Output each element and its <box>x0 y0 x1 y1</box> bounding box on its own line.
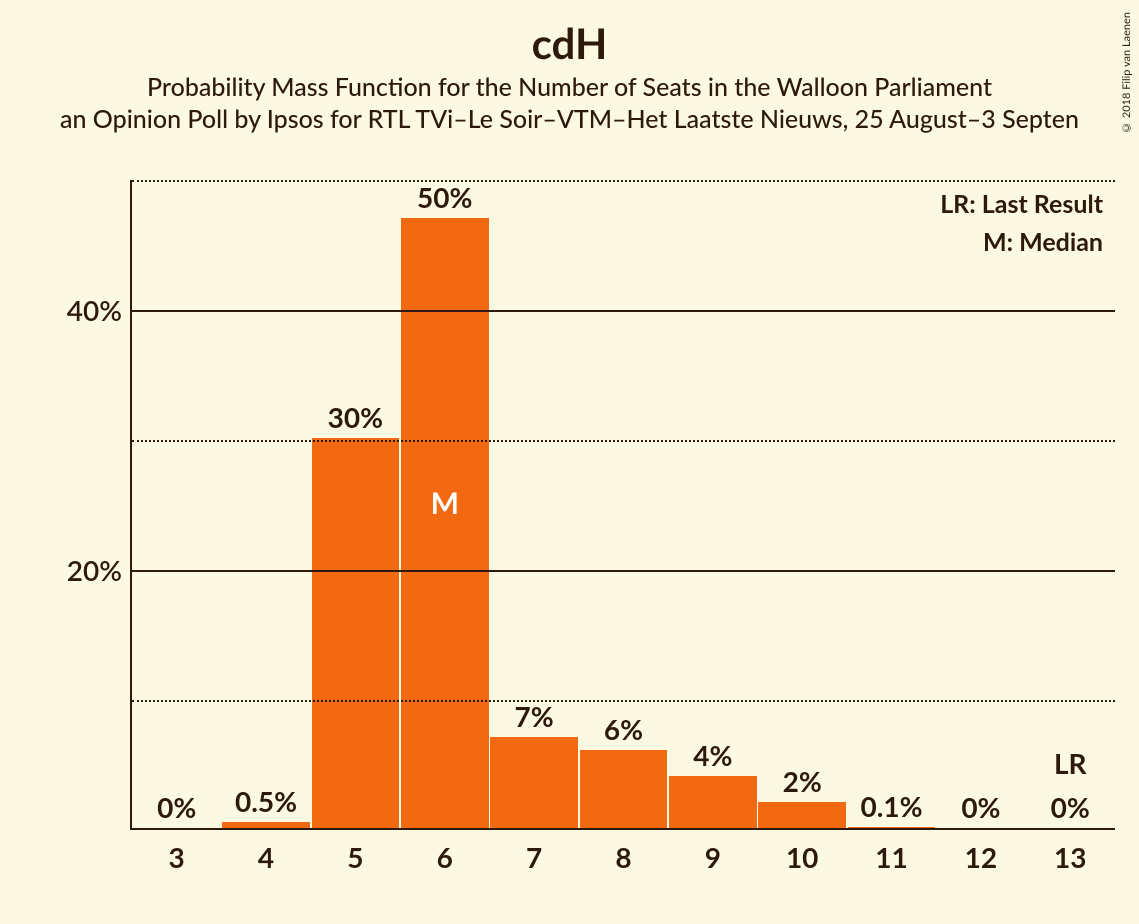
gridline-dotted <box>132 700 1115 702</box>
bars-container: 0%30.5%430%550%M67%76%84%92%100.1%110%12… <box>132 180 1115 828</box>
bar-column: 2%10 <box>758 180 847 828</box>
bar-value-label: 0% <box>1051 790 1090 824</box>
bar <box>580 750 668 828</box>
copyright-text: © 2018 Filip van Laenen <box>1120 12 1133 134</box>
x-tick-label: 5 <box>347 840 363 874</box>
title-block: cdH Probability Mass Function for the Nu… <box>0 0 1139 134</box>
y-tick-label: 40% <box>67 293 122 327</box>
bar-value-label: 0% <box>157 790 196 824</box>
bar-value-label: 6% <box>604 712 643 746</box>
bar-value-label: 50% <box>417 180 472 214</box>
x-tick-label: 12 <box>965 840 997 874</box>
plot-area: LR: Last Result M: Median 0%30.5%430%550… <box>130 180 1115 830</box>
bar-column: 0.5%4 <box>221 180 310 828</box>
chart-subtitle-1: Probability Mass Function for the Number… <box>0 72 1139 102</box>
bar-value-label: 2% <box>783 764 822 798</box>
x-tick-label: 13 <box>1054 840 1086 874</box>
x-tick-label: 8 <box>615 840 631 874</box>
bar-value-label: 0.1% <box>861 789 923 823</box>
bar <box>669 776 757 828</box>
gridline-dotted <box>132 440 1115 442</box>
gridline-solid <box>132 570 1115 572</box>
bar-column: 0.1%11 <box>847 180 936 828</box>
x-tick-label: 11 <box>875 840 907 874</box>
bar-value-label: 7% <box>515 699 554 733</box>
bar-column: 0%3 <box>132 180 221 828</box>
gridline-dotted <box>132 180 1115 182</box>
x-tick-label: 6 <box>437 840 453 874</box>
x-tick-label: 9 <box>705 840 721 874</box>
bar <box>490 737 578 828</box>
lr-label: LR <box>1054 746 1087 780</box>
bar <box>312 438 400 828</box>
chart-subtitle-2: an Opinion Poll by Ipsos for RTL TVi–Le … <box>0 104 1139 134</box>
bar-value-label: 4% <box>693 738 732 772</box>
chart-area: LR: Last Result M: Median 0%30.5%430%550… <box>40 170 1125 910</box>
bar-value-label: 0% <box>961 790 1000 824</box>
median-label: M <box>431 485 459 521</box>
bar <box>758 802 846 828</box>
bar-value-label: 30% <box>328 400 383 434</box>
x-tick-label: 7 <box>526 840 542 874</box>
y-tick-label: 20% <box>67 553 122 587</box>
chart-title: cdH <box>0 18 1139 68</box>
bar-column: 0%12 <box>936 180 1025 828</box>
bar <box>222 822 310 829</box>
bar-column: 7%7 <box>489 180 578 828</box>
bar-column: LR0%13 <box>1026 180 1115 828</box>
bar-column: 6%8 <box>579 180 668 828</box>
bar-column: 50%M6 <box>400 180 489 828</box>
x-tick-label: 3 <box>169 840 185 874</box>
x-tick-label: 4 <box>258 840 274 874</box>
x-tick-label: 10 <box>786 840 818 874</box>
bar-value-label: 0.5% <box>235 784 297 818</box>
gridline-solid <box>132 310 1115 312</box>
bar-column: 30%5 <box>311 180 400 828</box>
bar-column: 4%9 <box>668 180 757 828</box>
bar <box>848 827 936 828</box>
